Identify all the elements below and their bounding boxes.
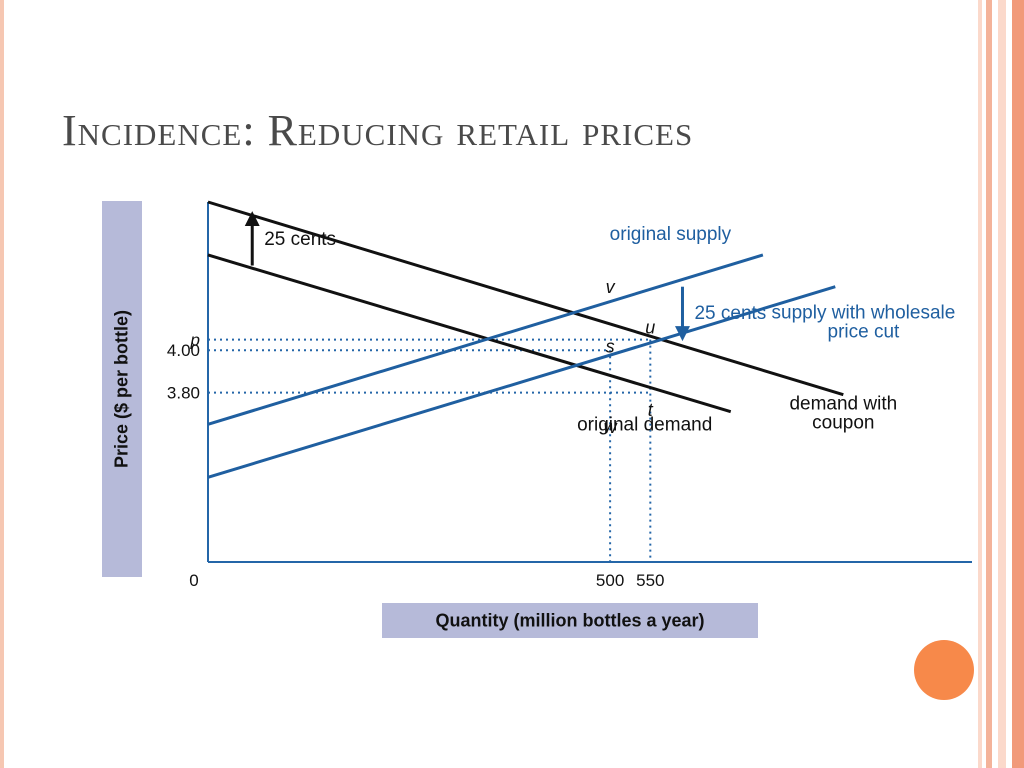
supply-shift-label: 25 cents: [694, 303, 766, 324]
supply-curve-supply-with-wholesale-price-cut: [207, 285, 836, 479]
stripe-3: [998, 0, 1006, 768]
y-axis-label-box: [102, 201, 142, 577]
x-tick-label: 500: [596, 571, 624, 590]
y-tick-label: 4.00: [167, 341, 200, 360]
demand-shift-label: 25 cents: [264, 229, 336, 250]
slide-title: Incidence: Reducing retail prices: [62, 106, 694, 155]
point-label-s: s: [606, 336, 615, 356]
x-axis-label-box: [382, 603, 758, 638]
stripe-2: [986, 0, 992, 768]
curve-label: original supply: [610, 224, 732, 245]
accent-circle-decoration: [914, 640, 974, 700]
curve-label: demand with: [789, 394, 897, 415]
left-border-decoration: [0, 0, 4, 768]
point-label-v: v: [606, 277, 616, 297]
curve-label: coupon: [812, 413, 874, 434]
point-label-w: w: [604, 417, 618, 437]
stripe-4: [1012, 0, 1024, 768]
demand-curve-original-demand: [207, 253, 732, 414]
right-stripe-decoration: [978, 0, 1024, 768]
point-label-t: t: [648, 400, 654, 420]
y-tick-label: 3.80: [167, 384, 200, 403]
point-label-u: u: [645, 317, 655, 337]
x-axis-label: Quantity (million bottles a year): [435, 610, 705, 631]
x-tick-label: 0: [189, 571, 198, 590]
y-tick-label: p: [190, 331, 200, 350]
stripe-1: [978, 0, 982, 768]
curve-label: price cut: [828, 322, 901, 343]
x-tick-label: 550: [636, 571, 664, 590]
curve-label: supply with wholesale: [772, 302, 956, 323]
supply-curve-original-supply: [207, 253, 764, 426]
demand-curve-demand-with-coupon: [207, 200, 844, 397]
curve-label: original demand: [577, 415, 712, 436]
